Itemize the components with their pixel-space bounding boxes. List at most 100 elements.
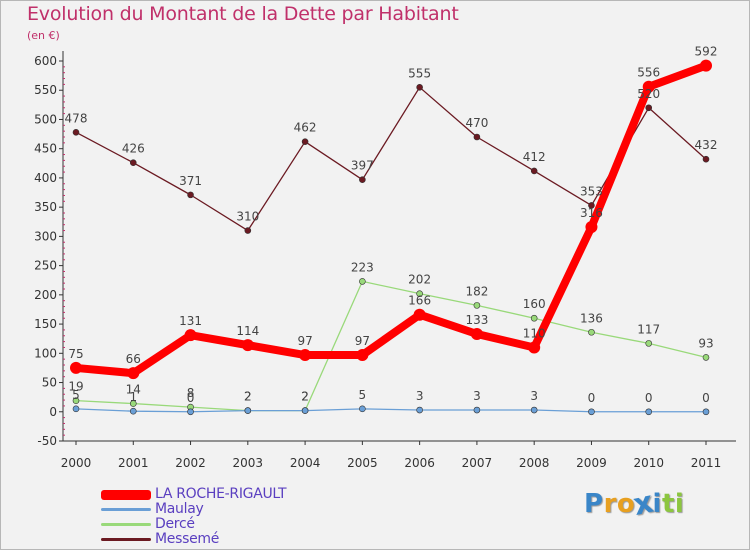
x-tick-label: 2004 — [290, 456, 321, 470]
data-label: 160 — [523, 297, 546, 311]
data-point — [184, 329, 197, 342]
data-label: 426 — [122, 142, 145, 156]
legend-item-messeme: Messemé — [101, 532, 286, 547]
data-label: 432 — [695, 138, 718, 152]
data-label: 412 — [523, 150, 546, 164]
data-label: 0 — [187, 391, 195, 405]
legend-swatch — [101, 489, 151, 500]
data-label: 133 — [465, 313, 488, 327]
data-label: 19 — [68, 380, 83, 394]
x-tick-label: 2010 — [633, 456, 664, 470]
y-tick-label: 0 — [49, 405, 57, 419]
data-label: 353 — [580, 184, 603, 198]
data-point — [416, 84, 423, 91]
data-point — [702, 354, 710, 361]
chart-title: Evolution du Montant de la Dette par Hab… — [27, 3, 459, 25]
data-label: 14 — [126, 383, 141, 397]
x-tick-label: 2003 — [233, 456, 264, 470]
data-point — [187, 191, 194, 199]
y-tick-label: 50 — [42, 376, 57, 390]
data-label: 310 — [236, 210, 259, 224]
data-point — [473, 133, 481, 141]
data-label: 131 — [179, 314, 202, 328]
series-line — [75, 86, 707, 232]
data-point — [299, 349, 312, 362]
data-label: 97 — [355, 334, 370, 348]
data-label: 93 — [698, 336, 713, 350]
data-point — [470, 328, 483, 341]
data-point — [645, 408, 653, 416]
data-point — [244, 407, 252, 414]
data-label: 1 — [129, 390, 137, 404]
y-tick-label: 100 — [34, 346, 57, 360]
data-label: 66 — [126, 352, 141, 366]
data-label: 462 — [294, 121, 317, 135]
plot-area — [63, 49, 737, 441]
legend-label: Maulay — [155, 501, 204, 517]
data-label: 75 — [68, 347, 83, 361]
data-label: 478 — [65, 111, 88, 125]
chart-legend: LA ROCHE-RIGAULT Maulay Dercé Messemé — [101, 487, 287, 547]
legend-swatch — [101, 538, 151, 541]
logo-letter: i — [674, 489, 685, 519]
data-label: 520 — [637, 87, 660, 101]
y-tick-label: 600 — [34, 54, 57, 68]
data-point — [585, 221, 598, 234]
logo-letter: t — [661, 489, 675, 519]
data-label: 182 — [465, 284, 488, 298]
legend-label: Messemé — [155, 531, 220, 547]
data-label: 371 — [179, 174, 202, 188]
data-point — [588, 202, 595, 209]
data-point — [588, 408, 595, 416]
data-point — [187, 408, 194, 416]
data-point — [70, 361, 82, 374]
data-label: 592 — [695, 45, 718, 59]
data-point — [473, 302, 481, 309]
data-point — [645, 340, 653, 347]
data-label: 97 — [297, 334, 312, 348]
data-point — [413, 308, 426, 321]
data-point — [642, 80, 655, 93]
data-label: 0 — [588, 391, 596, 405]
data-point — [359, 278, 366, 285]
data-point — [530, 406, 538, 414]
data-point — [416, 290, 423, 297]
data-point — [72, 129, 80, 136]
data-label: 5 — [359, 388, 367, 402]
data-point — [244, 227, 252, 234]
data-point — [588, 328, 595, 336]
data-label: 555 — [408, 66, 431, 80]
y-tick-label: 350 — [34, 200, 57, 214]
y-tick-label: 200 — [34, 288, 57, 302]
y-tick-label: 400 — [34, 171, 57, 185]
legend-label: Dercé — [155, 516, 195, 532]
data-point — [301, 407, 309, 414]
legend-item-derce: Dercé — [101, 517, 286, 532]
data-point — [129, 400, 137, 407]
legend-item-la-roche-rigault: LA ROCHE-RIGAULT — [101, 487, 287, 502]
series-line — [72, 61, 710, 378]
data-label: 2 — [244, 390, 252, 404]
data-label: 166 — [408, 294, 431, 308]
data-label: 470 — [465, 116, 488, 130]
data-label: 3 — [530, 389, 538, 403]
logo-letter: i — [652, 489, 662, 519]
data-point — [356, 349, 369, 362]
legend-item-maulay: Maulay — [101, 502, 286, 517]
data-point — [702, 155, 710, 163]
series-line — [75, 280, 707, 412]
logo-letter: P — [584, 489, 604, 519]
data-label: 2 — [244, 390, 252, 404]
y-tick-label: 250 — [34, 259, 57, 273]
logo-letter: r — [603, 489, 617, 519]
data-label: 117 — [637, 322, 660, 336]
data-point — [72, 405, 80, 413]
data-label: 3 — [416, 389, 424, 403]
x-tick-label: 2006 — [404, 456, 435, 470]
data-label: 202 — [408, 273, 431, 287]
series-line — [75, 408, 707, 413]
data-point — [127, 367, 140, 380]
data-point — [359, 176, 366, 183]
data-label: 556 — [637, 66, 660, 80]
